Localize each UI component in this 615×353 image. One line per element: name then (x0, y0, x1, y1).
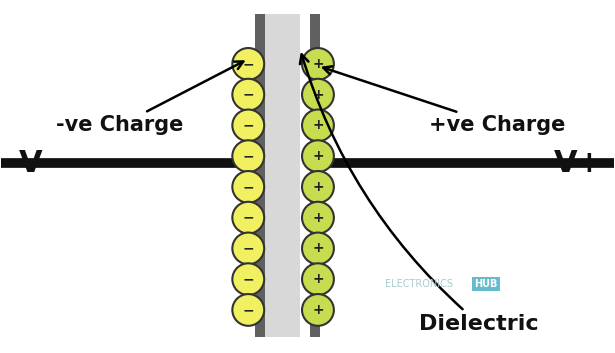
Circle shape (302, 109, 334, 141)
Text: −: − (242, 57, 254, 71)
Circle shape (232, 233, 264, 264)
Circle shape (302, 233, 334, 264)
Text: +ve Charge: +ve Charge (323, 66, 566, 136)
Text: −: − (242, 303, 254, 317)
Circle shape (232, 263, 264, 295)
Text: -ve Charge: -ve Charge (56, 61, 244, 136)
Bar (265, 14, 300, 337)
Circle shape (232, 48, 264, 80)
Text: −: − (242, 149, 254, 163)
Text: −: − (242, 88, 254, 102)
Text: −: − (242, 241, 254, 256)
Circle shape (232, 202, 264, 234)
Text: −: − (242, 272, 254, 286)
Text: +: + (312, 272, 323, 286)
Text: +: + (312, 118, 323, 132)
Circle shape (302, 202, 334, 234)
Text: −: − (242, 118, 254, 132)
Circle shape (302, 294, 334, 326)
Text: +: + (312, 57, 323, 71)
Text: −: − (242, 211, 254, 225)
Text: ELECTRONICS: ELECTRONICS (384, 279, 453, 289)
Bar (310, 14, 320, 337)
Circle shape (302, 140, 334, 172)
Bar (255, 14, 265, 337)
Text: +: + (312, 211, 323, 225)
Circle shape (232, 109, 264, 141)
Circle shape (232, 294, 264, 326)
Circle shape (302, 263, 334, 295)
Circle shape (302, 171, 334, 203)
Text: V-: V- (19, 149, 54, 178)
Text: V+: V+ (554, 149, 603, 178)
Circle shape (232, 171, 264, 203)
Text: +: + (312, 303, 323, 317)
Text: +: + (312, 180, 323, 194)
Circle shape (232, 79, 264, 110)
Circle shape (302, 79, 334, 110)
Text: HUB: HUB (474, 279, 498, 289)
Circle shape (232, 140, 264, 172)
Text: +: + (312, 149, 323, 163)
Text: +: + (312, 241, 323, 256)
Text: +: + (312, 88, 323, 102)
Circle shape (302, 48, 334, 80)
Text: −: − (242, 180, 254, 194)
Text: Dielectric: Dielectric (300, 54, 539, 334)
